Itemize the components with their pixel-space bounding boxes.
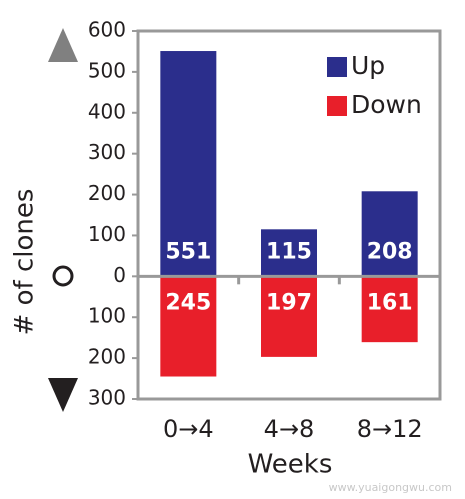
y-tick-label: 200: [88, 345, 126, 369]
bar: [361, 191, 418, 277]
y-tick-label: 200: [88, 181, 126, 205]
x-tick-label: 0→4: [163, 415, 214, 443]
x-tick-label: 4→8: [264, 415, 315, 443]
y-axis-label: # of clones: [10, 189, 40, 336]
y-tick-label: 100: [88, 222, 126, 246]
legend-label: Up: [351, 51, 385, 80]
bar: [160, 51, 217, 277]
y-tick-label: 400: [88, 99, 126, 123]
value-label: 245: [165, 290, 211, 315]
axis-arrow-up: [48, 28, 78, 62]
plot-frame: [136, 29, 442, 401]
bar: [261, 229, 317, 277]
y-tick-label: 0: [113, 263, 126, 287]
value-label: 208: [367, 239, 413, 264]
axis-arrow-down: [48, 378, 78, 412]
bar: [361, 276, 418, 343]
y-tick-label: 300: [88, 386, 126, 410]
legend-swatch: [327, 96, 347, 116]
axis-origin: [52, 265, 74, 287]
x-tick-label: 8→12: [357, 415, 423, 443]
y-tick-label: 600: [88, 18, 126, 42]
watermark: www.yuaigongwu.com: [329, 481, 452, 494]
value-label: 197: [266, 290, 312, 315]
y-tick-label: 100: [88, 304, 126, 328]
legend-label: Down: [351, 90, 422, 119]
value-label: 161: [367, 290, 413, 315]
bar: [160, 276, 217, 377]
x-axis-label: Weeks: [248, 450, 333, 480]
y-tick-label: 500: [88, 58, 126, 82]
legend-swatch: [327, 57, 347, 77]
value-label: 551: [165, 239, 211, 264]
value-label: 115: [266, 239, 312, 264]
bar: [261, 276, 317, 357]
y-tick-label: 300: [88, 140, 126, 164]
